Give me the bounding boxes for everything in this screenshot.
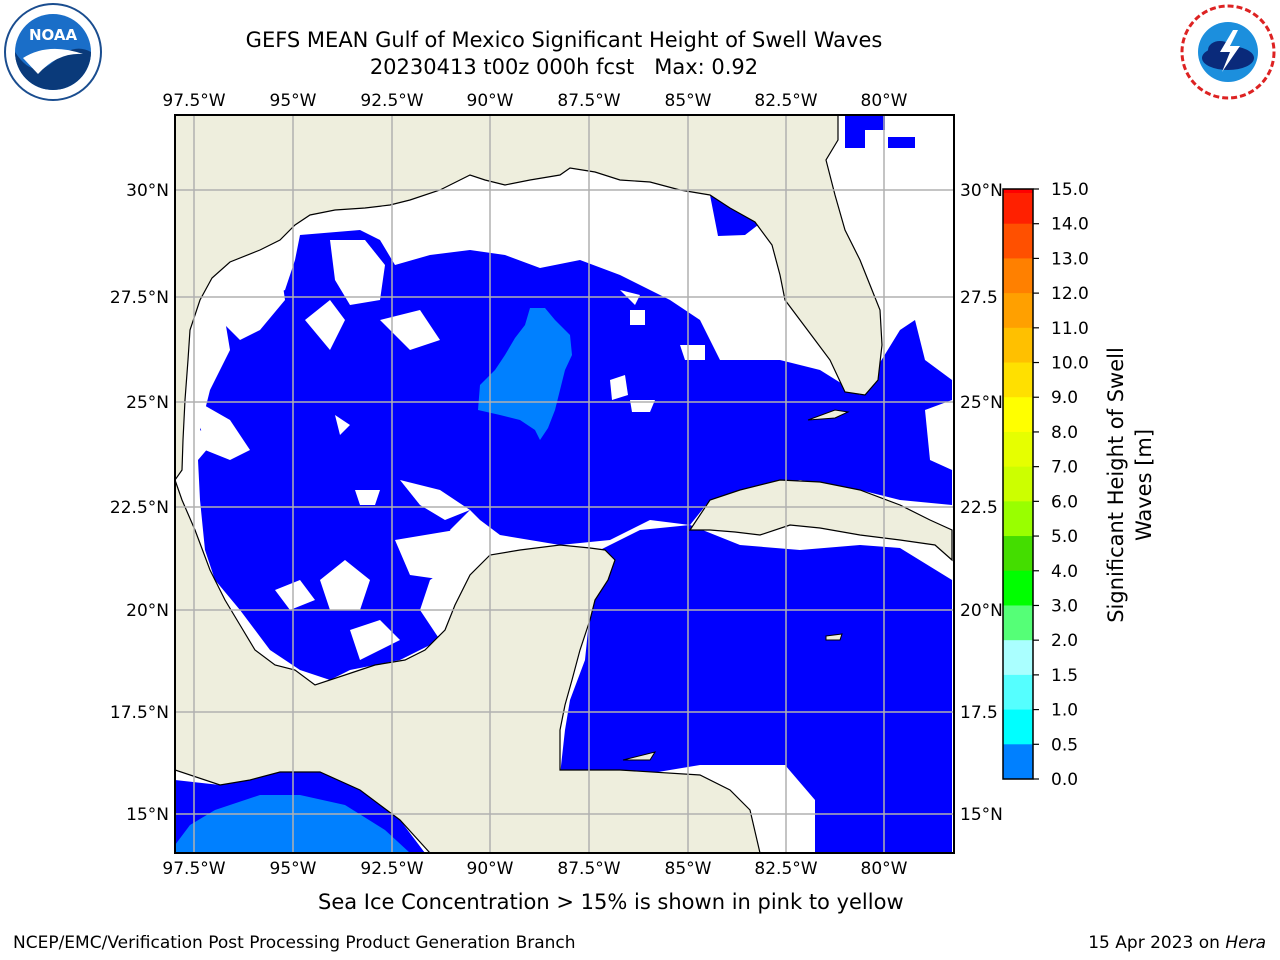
colorbar-segment [1003,501,1033,537]
lat-label-right: 25°N [960,393,1003,413]
noaa-logo-text: NOAA [29,26,78,44]
lat-label-left: 25°N [126,393,169,413]
colorbar-tick-label: 4.0 [1051,562,1078,582]
lat-label-right: 17.5 [960,703,998,723]
issue-host: Hera [1225,933,1266,953]
lon-label-bottom: 95°W [270,859,317,879]
colorbar-segment [1003,189,1033,193]
colorbar-segment [1003,605,1033,641]
colorbar-frame [1002,188,1034,780]
colorbar-segment [1003,189,1033,225]
colorbar-tick-label: 8.0 [1051,423,1078,443]
lat-label-left: 30°N [126,181,169,201]
colorbar-tick-label: 0.0 [1051,770,1078,790]
colorbar-tick-label: 7.0 [1051,458,1078,478]
colorbar-tick-label: 11.0 [1051,319,1089,339]
colorbar-tick-label: 1.0 [1051,701,1078,721]
swell-field-gulf [198,230,952,680]
lat-label-left: 17.5°N [110,703,169,723]
lon-label-bottom: 97.5°W [162,859,225,879]
issue-date: 15 Apr 2023 on Hera [1088,933,1266,953]
colorbar-segment [1003,709,1033,745]
lat-labels-left: 30°N 27.5°N 25°N 22.5°N 20°N 17.5°N 15°N [110,181,169,825]
colorbar-label: Significant Height of Swell Waves [m] [1104,347,1156,623]
credit-line: NCEP/EMC/Verification Post Processing Pr… [13,933,576,953]
colorbar-tick-label: 10.0 [1051,354,1089,374]
colorbar-label-line-2: Waves [m] [1132,429,1156,541]
lat-labels-right: 30°N 27.5 25°N 22.5 20°N 17.5 15°N [960,181,1003,825]
lat-label-right: 15°N [960,805,1003,825]
lat-label-right: 27.5 [960,288,998,308]
lon-labels-bottom: 97.5°W 95°W 92.5°W 90°W 87.5°W 85°W 82.5°W 80°W [162,859,907,879]
land-cuba [688,479,953,562]
lon-label-bottom: 80°W [861,859,908,879]
map-frame [174,114,955,854]
lon-label-top: 92.5°W [360,91,423,111]
lon-label-bottom: 82.5°W [754,859,817,879]
colorbar-tick-label: 3.0 [1051,596,1078,616]
lon-label-bottom: 92.5°W [360,859,423,879]
lon-label-top: 95°W [270,91,317,111]
swell-field-central-patch [478,308,572,440]
colorbar-segment [1003,327,1033,364]
colorbar-label-line-1: Significant Height of Swell [1104,347,1128,623]
lat-label-left: 27.5°N [110,288,169,308]
graticule [175,115,954,853]
sea-ice-note: Sea Ice Concentration > 15% is shown in … [318,890,904,914]
colorbar-segment [1003,570,1033,606]
colorbar-tick-label: 12.0 [1051,284,1089,304]
lon-label-top: 90°W [467,91,514,111]
colorbar-segment [1003,258,1033,294]
swell-field-caribbean [560,525,952,853]
colorbar-segment [1003,674,1033,711]
colorbar-tick-label: 1.5 [1051,666,1078,686]
map-title: GEFS MEAN Gulf of Mexico Significant Hei… [214,27,914,81]
title-line-1: GEFS MEAN Gulf of Mexico Significant Hei… [245,28,883,52]
colorbar-tick-label: 0.5 [1051,735,1078,755]
lat-label-right: 20°N [960,601,1003,621]
colorbar-segment [1003,293,1033,329]
lon-label-bottom: 85°W [665,859,712,879]
lat-label-right: 22.5 [960,498,998,518]
lat-label-left: 20°N [126,601,169,621]
lon-label-top: 97.5°W [162,91,225,111]
title-line-2: 20230413 t00z 000h fcst Max: 0.92 [369,55,759,79]
swell-field-gaps [195,240,952,660]
nws-logo [1180,4,1276,100]
lon-label-bottom: 87.5°W [557,859,620,879]
lon-label-top: 85°W [665,91,712,111]
colorbar-tick-label: 2.0 [1051,631,1078,651]
colorbar-segment [1003,466,1033,502]
colorbar: 15.0 14.0 13.0 12.0 11.0 10.0 9.0 8.0 7.0 6.0 5.0 4… [1002,180,1089,790]
lon-label-bottom: 90°W [467,859,514,879]
issue-date-text: 15 Apr 2023 on [1088,933,1226,953]
lon-label-top: 82.5°W [754,91,817,111]
noaa-logo: NOAA [4,3,102,101]
colorbar-segment [1003,223,1033,259]
lat-label-right: 30°N [960,181,1003,201]
lon-labels-top: 97.5°W 95°W 92.5°W 90°W 87.5°W 85°W 82.5°W 80°W [162,91,907,111]
colorbar-tick-label: 9.0 [1051,388,1078,408]
swell-field-atlantic [710,115,915,236]
lat-label-left: 15°N [126,805,169,825]
lon-label-top: 87.5°W [557,91,620,111]
land-islands [622,409,850,761]
colorbar-segment [1003,362,1033,398]
land-united-states [175,115,883,482]
swell-field-caribbean-gap [752,765,815,853]
colorbar-segment [1003,536,1033,572]
colorbar-tick-label: 14.0 [1051,215,1089,235]
lon-label-top: 80°W [861,91,908,111]
colorbar-segment [1003,744,1033,780]
colorbar-segment [1003,431,1033,468]
colorbar-segment [1003,640,1033,676]
land-mexico [175,479,761,853]
colorbar-segment [1003,397,1033,433]
colorbar-tick-label: 15.0 [1051,180,1089,200]
colorbar-tick-label: 5.0 [1051,527,1078,547]
colorbar-tick-label: 13.0 [1051,249,1089,269]
lat-label-left: 22.5°N [110,498,169,518]
colorbar-tick-label: 6.0 [1051,492,1078,512]
